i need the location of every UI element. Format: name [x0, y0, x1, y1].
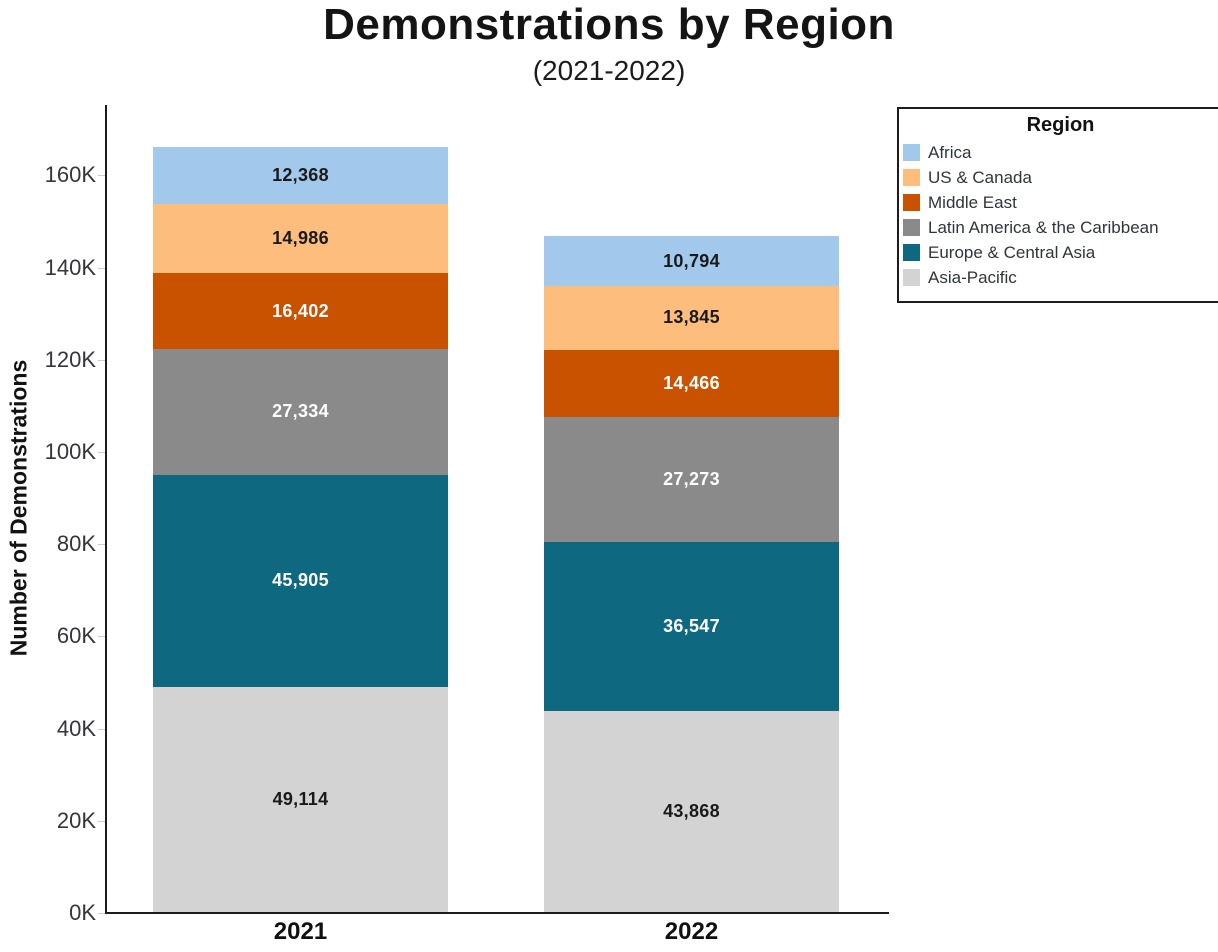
y-tick-mark [98, 267, 105, 269]
legend-swatch [903, 169, 920, 186]
y-tick-mark [98, 175, 105, 177]
x-axis-line [105, 912, 889, 914]
bar-value-label: 10,794 [663, 250, 720, 271]
legend-swatch [903, 269, 920, 286]
y-tick-mark [98, 636, 105, 638]
bar-segment-2021-europe-central-asia: 45,905 [153, 474, 448, 687]
legend-title: Region [1026, 114, 1095, 136]
bar-value-label: 16,402 [272, 300, 329, 321]
legend-item-middle-east: Middle East [903, 190, 1218, 215]
bar-value-label: 43,868 [663, 801, 720, 822]
y-tick-mark [98, 820, 105, 822]
legend-item-label: Middle East [928, 192, 1017, 212]
y-tick-label: 0K [69, 900, 96, 925]
bar-segment-2021-us-canada: 14,986 [153, 204, 448, 274]
bar-value-label: 13,845 [663, 307, 720, 328]
y-tick-mark [98, 359, 105, 361]
bar-segment-2021-middle-east: 16,402 [153, 273, 448, 349]
legend-item-label: Asia-Pacific [928, 267, 1017, 287]
x-tick-label-2021: 2021 [273, 918, 328, 945]
legend-items: Africa US & Canada Middle East Latin Americ… [903, 140, 1218, 290]
bar-segment-2021-asia-pacific: 49,114 [153, 686, 448, 913]
legend-item-us-canada: US & Canada [903, 165, 1218, 190]
bar-segment-2022-europe-central-asia: 36,547 [544, 542, 839, 711]
y-tick-label: 120K [44, 346, 96, 372]
chart-subtitle: (2021-2022) [532, 55, 686, 86]
legend-swatch [903, 144, 920, 161]
legend-swatch [903, 194, 920, 211]
legend-item-label: Europe & Central Asia [928, 242, 1096, 262]
y-tick-label: 40K [56, 715, 96, 741]
y-tick-label: 80K [56, 531, 96, 557]
bar-segment-2022-middle-east: 14,466 [544, 349, 839, 417]
bar-segment-2022-africa: 10,794 [544, 236, 839, 287]
bar-segment-2022-us-canada: 13,845 [544, 286, 839, 350]
y-axis-title: Number of Demonstrations [5, 359, 32, 657]
y-tick-label: 60K [56, 623, 96, 649]
y-tick-label: 20K [56, 807, 96, 833]
bar-value-label: 12,368 [272, 165, 329, 186]
legend-item-label: US & Canada [928, 167, 1032, 187]
bar-value-label: 27,334 [272, 401, 329, 422]
y-tick-mark [98, 544, 105, 546]
y-tick-label: 160K [44, 162, 96, 188]
bar-segment-2021-latin-america-the-caribbean: 27,334 [153, 348, 448, 475]
bar-value-label: 14,986 [272, 228, 329, 249]
y-tick-label: 140K [44, 254, 96, 280]
bar-value-label: 36,547 [663, 616, 720, 637]
y-tick-mark [98, 728, 105, 730]
legend-item-asia-pacific: Asia-Pacific [903, 265, 1218, 290]
legend-item-africa: Africa [903, 140, 1218, 165]
legend-swatch [903, 244, 920, 261]
legend-swatch [903, 219, 920, 236]
legend-item-europe-central-asia: Europe & Central Asia [903, 240, 1218, 265]
y-axis-line [105, 105, 107, 914]
legend: Region Africa US & Canada Middle East Latin… [897, 107, 1218, 303]
legend-item-label: Africa [928, 142, 972, 162]
bar-segment-2022-asia-pacific: 43,868 [544, 710, 839, 913]
y-tick-label: 100K [44, 439, 96, 464]
bar-segment-2022-latin-america-the-caribbean: 27,273 [544, 416, 839, 543]
bar-value-label: 14,466 [663, 372, 720, 393]
bar-value-label: 49,114 [272, 789, 329, 810]
bar-value-label: 45,905 [272, 570, 329, 591]
y-tick-mark [98, 913, 105, 914]
legend-item-latin-america-the-caribbean: Latin America & the Caribbean [903, 215, 1218, 240]
chart-title: Demonstrations by Region [323, 0, 895, 49]
x-tick-label-2022: 2022 [664, 918, 719, 945]
y-tick-mark [98, 452, 105, 453]
bar-segment-2021-africa: 12,368 [153, 147, 448, 205]
legend-item-label: Latin America & the Caribbean [928, 217, 1159, 237]
bar-value-label: 27,273 [663, 468, 720, 489]
